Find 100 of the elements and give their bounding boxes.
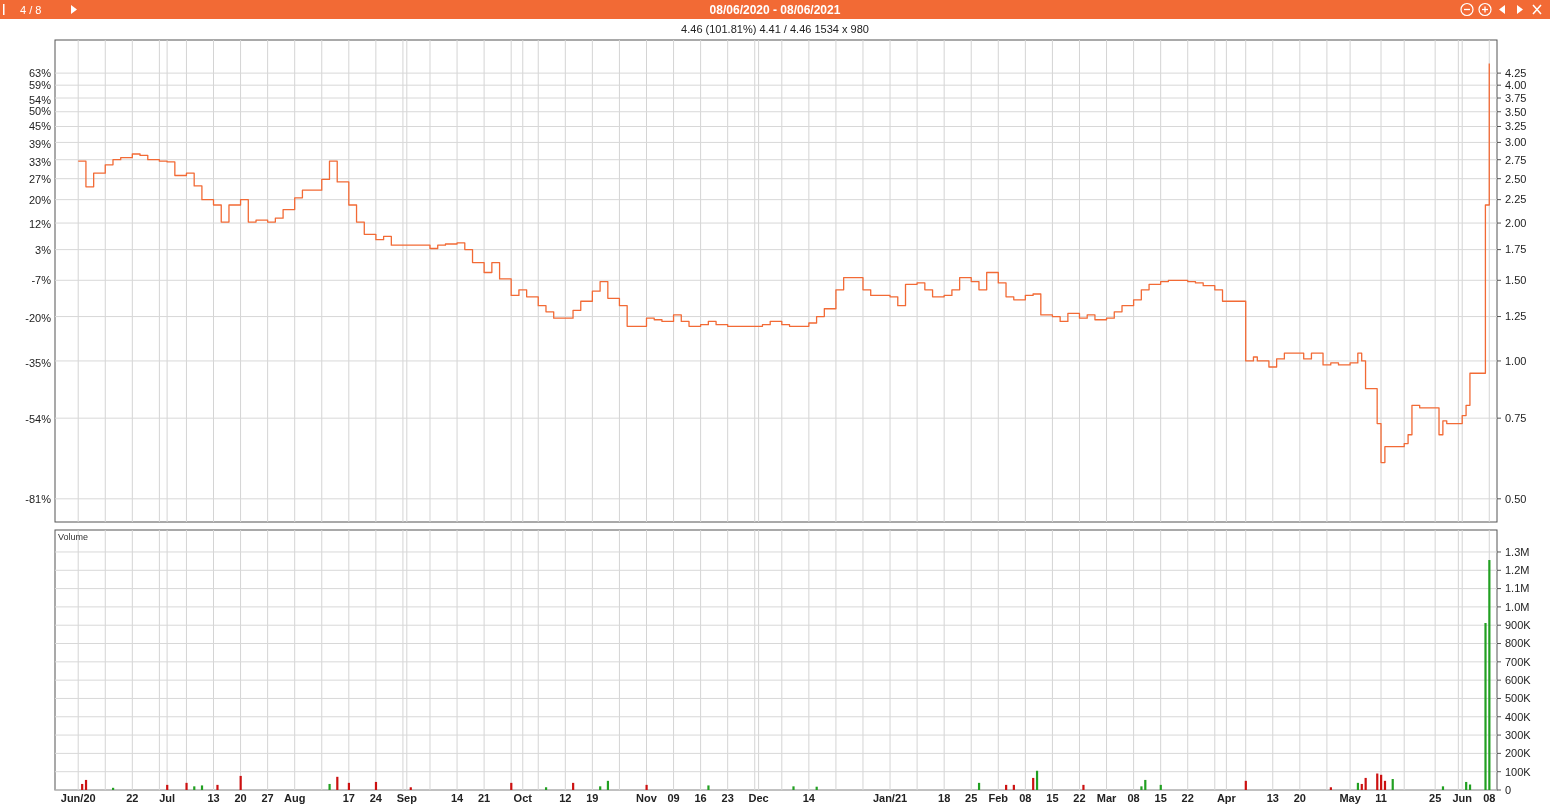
x-tick-label: Apr bbox=[1216, 792, 1237, 804]
y-tick-label: 3.75 bbox=[1505, 91, 1527, 104]
y-tick-label: 4.25 bbox=[1505, 66, 1527, 79]
x-tick-label: 20 bbox=[1293, 792, 1306, 804]
x-tick-label: 20 bbox=[234, 792, 247, 804]
y2-tick-label: 27% bbox=[28, 173, 52, 186]
y-tick-label: 1.75 bbox=[1505, 243, 1527, 256]
y-tick-label: 200K bbox=[1505, 747, 1532, 760]
y2-tick-label: 20% bbox=[28, 194, 52, 207]
x-tick-label: Dec bbox=[748, 792, 769, 804]
x-tick-label: Jun bbox=[1452, 792, 1473, 804]
bar bbox=[1360, 783, 1363, 790]
y2-tick-label: 12% bbox=[28, 217, 52, 230]
chart-title: Volume bbox=[58, 532, 89, 542]
y-tick-label: 1.0M bbox=[1505, 600, 1530, 613]
text: 4 / 8 bbox=[20, 4, 42, 16]
y2-tick-label: 45% bbox=[28, 120, 52, 133]
y-tick-label: 1.25 bbox=[1505, 310, 1527, 323]
bar bbox=[1441, 786, 1445, 790]
y-tick-label: 2.75 bbox=[1505, 153, 1527, 166]
y2-tick-label: 63% bbox=[28, 66, 52, 79]
bar bbox=[84, 779, 88, 790]
bar bbox=[544, 787, 548, 790]
x-tick-label: Sep bbox=[396, 792, 418, 804]
x-tick-label: Jun/20 bbox=[60, 792, 96, 804]
bar bbox=[1012, 784, 1015, 790]
x-tick-label: Jul bbox=[159, 792, 176, 804]
bar bbox=[645, 784, 648, 790]
y-tick-label: 3.25 bbox=[1505, 120, 1527, 133]
bar bbox=[1035, 770, 1039, 790]
x-tick-label: May bbox=[1339, 792, 1362, 804]
x-tick-label: 16 bbox=[694, 792, 707, 804]
x-tick-label: 14 bbox=[450, 792, 465, 804]
bar bbox=[606, 780, 610, 790]
y-tick-label: 2.25 bbox=[1505, 193, 1527, 206]
bar bbox=[1244, 780, 1247, 790]
x-tick-label: 18 bbox=[938, 792, 951, 804]
bar bbox=[200, 785, 204, 790]
bar bbox=[1391, 779, 1394, 790]
y2-tick-label: -54% bbox=[25, 412, 52, 425]
x-tick-label: 22 bbox=[1073, 792, 1086, 804]
y2-tick-label: 50% bbox=[28, 105, 52, 118]
y-tick-label: 1.3M bbox=[1505, 545, 1530, 558]
y-tick-label: 4.00 bbox=[1505, 79, 1527, 92]
x-tick-label: Mar bbox=[1096, 792, 1118, 804]
x-tick-label: 27 bbox=[261, 792, 274, 804]
x-tick-label: 13 bbox=[207, 792, 220, 804]
bar bbox=[1329, 787, 1332, 790]
y-tick-label: 2.00 bbox=[1505, 216, 1527, 229]
y2-tick-label: -35% bbox=[25, 356, 52, 369]
x-tick-label: 22 bbox=[126, 792, 139, 804]
y2-tick-label: 39% bbox=[28, 137, 52, 150]
y2-tick-label: -81% bbox=[25, 492, 52, 505]
y2-tick-label: 33% bbox=[28, 155, 52, 168]
y-tick-label: 600K bbox=[1505, 673, 1532, 686]
chart-subtitle: 4.46 (101.81%) 4.41 / 4.46 1534 x 980 bbox=[681, 23, 869, 35]
bar bbox=[81, 783, 84, 790]
y-tick-label: 1.50 bbox=[1505, 274, 1527, 287]
x-tick-label: 25 bbox=[965, 792, 978, 804]
y-tick-label: 0.75 bbox=[1505, 412, 1527, 425]
bar bbox=[328, 783, 331, 790]
chart-title: 08/06/2020 - 08/06/2021 bbox=[709, 3, 841, 17]
bar bbox=[336, 776, 339, 790]
y-tick-label: 1.1M bbox=[1505, 582, 1530, 595]
x-tick-label: 22 bbox=[1181, 792, 1194, 804]
x-tick-label: 17 bbox=[342, 792, 355, 804]
x-tick-label: 24 bbox=[369, 792, 383, 804]
x-tick-label: Aug bbox=[283, 792, 306, 804]
y2-tick-label: 3% bbox=[35, 244, 52, 257]
y-tick-label: 2.50 bbox=[1505, 172, 1527, 185]
y-tick-label: 700K bbox=[1505, 655, 1532, 668]
bar bbox=[185, 782, 188, 790]
y-tick-label: 3.00 bbox=[1505, 136, 1527, 149]
y-tick-label: 300K bbox=[1505, 728, 1532, 741]
bar bbox=[1082, 784, 1085, 790]
y-tick-label: 0 bbox=[1505, 783, 1512, 796]
x-tick-label: 12 bbox=[559, 792, 572, 804]
y-tick-label: 800K bbox=[1505, 637, 1532, 650]
bar bbox=[599, 786, 602, 790]
bar bbox=[409, 787, 412, 790]
x-tick-label: 25 bbox=[1429, 792, 1442, 804]
x-tick-label: 08 bbox=[1483, 792, 1496, 804]
y-tick-label: 1.00 bbox=[1505, 354, 1527, 367]
bar bbox=[1488, 560, 1491, 790]
bar bbox=[707, 785, 710, 790]
bar bbox=[1005, 784, 1008, 790]
x-tick-label: 21 bbox=[478, 792, 491, 804]
bar bbox=[1380, 774, 1383, 790]
x-tick-label: 11 bbox=[1375, 792, 1387, 804]
y2-tick-label: 54% bbox=[28, 93, 52, 106]
bar bbox=[1144, 779, 1147, 790]
y-tick-label: 0.50 bbox=[1505, 492, 1527, 505]
y-tick-label: 3.50 bbox=[1505, 105, 1527, 118]
bar bbox=[166, 784, 169, 790]
x-tick-label: 23 bbox=[721, 792, 734, 804]
y-tick-label: 500K bbox=[1505, 692, 1532, 705]
x-tick-label: 14 bbox=[802, 792, 816, 804]
x-tick-label: 19 bbox=[586, 792, 599, 804]
y2-tick-label: 59% bbox=[28, 78, 52, 91]
x-tick-label: 08 bbox=[1127, 792, 1140, 804]
